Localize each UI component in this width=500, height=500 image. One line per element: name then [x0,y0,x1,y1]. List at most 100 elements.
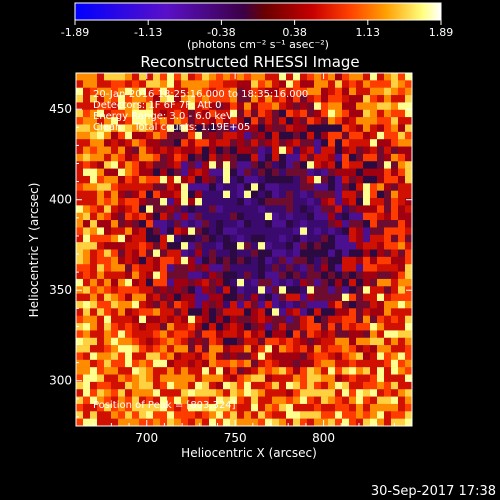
heatmap-pixel [139,117,147,125]
heatmap-pixel [202,183,210,191]
heatmap-pixel [405,175,413,184]
heatmap-pixel [230,300,238,309]
heatmap-pixel [174,80,182,88]
heatmap-pixel [153,205,161,214]
heatmap-pixel [391,367,399,375]
heatmap-pixel [314,205,322,214]
heatmap-pixel [146,190,154,199]
heatmap-pixel [90,293,98,302]
heatmap-pixel [188,95,196,103]
heatmap-pixel [118,249,126,258]
heatmap-pixel [188,345,196,353]
heatmap-pixel [83,315,91,324]
heatmap-pixel [335,131,343,140]
heatmap-pixel [160,205,168,214]
heatmap-pixel [391,198,399,206]
heatmap-pixel [230,153,238,162]
heatmap-pixel [188,359,196,368]
heatmap-pixel [76,293,84,302]
heatmap-pixel [377,117,385,125]
heatmap-pixel [321,352,329,361]
heatmap-pixel [265,286,273,294]
heatmap-pixel [356,220,364,228]
heatmap-pixel [293,337,301,346]
heatmap-pixel [342,139,350,147]
heatmap-pixel [160,249,168,258]
heatmap-pixel [167,418,175,427]
heatmap-pixel [356,286,364,294]
heatmap-pixel [279,337,287,346]
heatmap-pixel [139,102,147,111]
heatmap-pixel [216,411,224,419]
heatmap-pixel [405,139,413,147]
heatmap-pixel [195,73,203,81]
heatmap-pixel [265,300,273,309]
heatmap-pixel [153,249,161,258]
heatmap-pixel [125,168,133,177]
heatmap-pixel [286,411,294,419]
heatmap-pixel [209,205,217,214]
heatmap-pixel [216,374,224,383]
heatmap-pixel [237,95,245,103]
heatmap-pixel [384,411,392,419]
heatmap-pixel [314,374,322,383]
heatmap-pixel [328,102,336,111]
heatmap-pixel [139,418,147,427]
heatmap-pixel [139,95,147,103]
heatmap-pixel [202,271,210,280]
heatmap-pixel [223,220,231,228]
heatmap-pixel [230,87,238,96]
heatmap-pixel [125,205,133,214]
heatmap-pixel [244,95,252,103]
heatmap-pixel [398,80,406,88]
heatmap-pixel [181,271,189,280]
heatmap-pixel [216,264,224,272]
heatmap-pixel [265,337,273,346]
heatmap-pixel [216,396,224,405]
heatmap-pixel [76,124,84,133]
heatmap-pixel [258,183,266,191]
heatmap-pixel [300,153,308,162]
heatmap-pixel [97,352,105,361]
heatmap-pixel [335,293,343,302]
heatmap-pixel [265,352,273,361]
heatmap-pixel [335,271,343,280]
heatmap-pixel [160,278,168,287]
heatmap-pixel [314,381,322,390]
heatmap-pixel [258,300,266,309]
heatmap-pixel [328,73,336,81]
heatmap-pixel [76,183,84,191]
heatmap-pixel [405,220,413,228]
heatmap-pixel [398,256,406,265]
heatmap-pixel [188,205,196,214]
heatmap-pixel [335,345,343,353]
heatmap-pixel [286,161,294,169]
heatmap-pixel [237,389,245,397]
heatmap-pixel [223,418,231,427]
heatmap-pixel [195,278,203,287]
heatmap-pixel [342,308,350,316]
heatmap-pixel [174,87,182,96]
heatmap-pixel [76,220,84,228]
heatmap-pixel [384,109,392,118]
heatmap-pixel [258,205,266,214]
heatmap-pixel [258,381,266,390]
heatmap-pixel [265,278,273,287]
heatmap-pixel [174,190,182,199]
heatmap-pixel [251,73,259,81]
heatmap-pixel [230,359,238,368]
heatmap-pixel [132,117,140,125]
heatmap-pixel [342,87,350,96]
heatmap-pixel [76,117,84,125]
heatmap-pixel [181,183,189,191]
heatmap-pixel [244,271,252,280]
heatmap-pixel [307,212,315,221]
heatmap-pixel [104,337,112,346]
heatmap-pixel [104,264,112,272]
heatmap-pixel [153,315,161,324]
heatmap-pixel [279,411,287,419]
heatmap-pixel [384,308,392,316]
heatmap-pixel [90,389,98,397]
heatmap-pixel [251,87,259,96]
heatmap-pixel [370,345,378,353]
